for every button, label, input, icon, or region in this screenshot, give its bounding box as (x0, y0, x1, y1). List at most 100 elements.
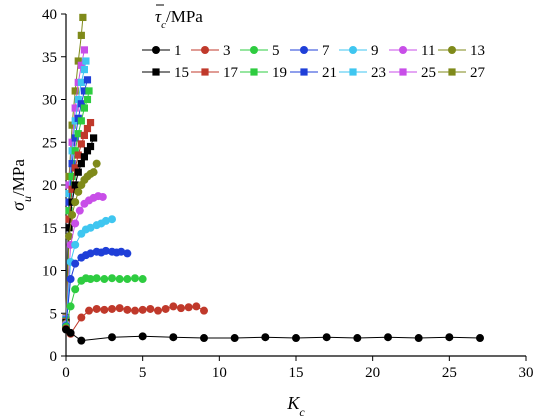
data-point (192, 302, 201, 311)
x-tick-label: 15 (289, 365, 304, 381)
data-point (75, 206, 84, 215)
x-tick-label: 5 (139, 365, 147, 381)
data-point (65, 224, 73, 232)
data-point (71, 134, 79, 142)
data-point (83, 95, 92, 104)
legend-marker (250, 46, 258, 54)
legend-label: 7 (322, 43, 330, 59)
data-point (161, 304, 170, 313)
data-point (100, 275, 109, 284)
data-point (77, 160, 85, 168)
series-layer (62, 13, 484, 345)
legend-marker (201, 68, 209, 76)
data-point (68, 160, 76, 168)
data-point (77, 61, 85, 69)
y-tick-label: 0 (50, 349, 58, 365)
data-point (80, 65, 88, 74)
y-tick-label: 5 (50, 306, 58, 322)
data-point (77, 31, 85, 39)
y-tick-label: 25 (42, 135, 57, 151)
legend-item-1: 1 (142, 43, 182, 59)
data-point (200, 334, 208, 343)
data-point (74, 187, 83, 196)
legend-item-13: 13 (438, 43, 485, 59)
legend-label: 9 (371, 43, 379, 59)
data-point (230, 334, 239, 343)
data-point (92, 274, 101, 283)
data-point (146, 304, 155, 313)
data-point (445, 333, 454, 342)
data-point (322, 333, 331, 342)
data-point (66, 275, 75, 284)
data-point (476, 334, 484, 343)
data-point (138, 305, 147, 314)
data-point (115, 304, 124, 313)
data-point (86, 275, 95, 284)
data-point (169, 333, 178, 342)
series-line (65, 329, 481, 342)
data-point (77, 140, 85, 148)
legend-marker (349, 68, 357, 76)
data-point (71, 285, 80, 294)
data-point (80, 46, 88, 54)
x-tick-label: 20 (365, 365, 380, 381)
data-point (68, 185, 76, 193)
legend-marker (300, 46, 308, 54)
data-point (200, 306, 208, 315)
x-axis-label: Kc (286, 393, 305, 419)
legend-label: 1 (174, 43, 182, 59)
data-point (71, 240, 80, 249)
data-point (384, 333, 392, 342)
data-point (101, 216, 110, 225)
data-point (86, 142, 95, 151)
data-point (71, 198, 80, 207)
data-point (86, 223, 95, 232)
legend-marker (399, 68, 407, 76)
data-point (74, 130, 82, 138)
series-line (65, 277, 143, 328)
data-point (83, 76, 92, 84)
legend-item-3: 3 (191, 43, 231, 59)
data-point (98, 192, 107, 201)
legend-marker (201, 46, 209, 54)
data-point (80, 153, 88, 161)
legend-title: τc/MPa (155, 4, 203, 31)
data-point (86, 249, 95, 258)
data-point (108, 274, 116, 283)
data-point (77, 313, 86, 322)
legend-label: 13 (470, 43, 485, 59)
data-point (177, 304, 185, 313)
data-point (65, 181, 73, 189)
legend-label: 15 (174, 65, 189, 81)
data-point (80, 104, 88, 112)
data-point (65, 207, 73, 215)
data-point (131, 306, 139, 315)
data-point (85, 306, 93, 315)
data-point (79, 13, 87, 22)
data-point (353, 334, 362, 343)
data-point (80, 87, 88, 95)
y-tick-label: 35 (42, 50, 57, 66)
legend-item-11: 11 (389, 43, 435, 59)
data-point (108, 333, 116, 342)
data-point (83, 124, 92, 133)
data-point (154, 306, 162, 315)
y-tick-label: 15 (42, 221, 57, 237)
data-point (85, 87, 93, 95)
legend-marker (399, 46, 407, 54)
data-point (414, 334, 423, 343)
data-point (65, 189, 73, 198)
y-tick-label: 20 (42, 178, 57, 194)
legend-marker (152, 46, 160, 54)
data-point (77, 117, 85, 125)
data-point (68, 172, 76, 181)
data-point (90, 134, 98, 142)
legend-item-21: 21 (290, 65, 337, 81)
y-tick-label: 30 (42, 93, 57, 109)
series-7 (62, 246, 132, 331)
series-5 (62, 274, 147, 331)
data-point (123, 275, 132, 284)
data-point (71, 147, 79, 155)
data-point (74, 168, 82, 176)
legend-marker (448, 46, 456, 54)
